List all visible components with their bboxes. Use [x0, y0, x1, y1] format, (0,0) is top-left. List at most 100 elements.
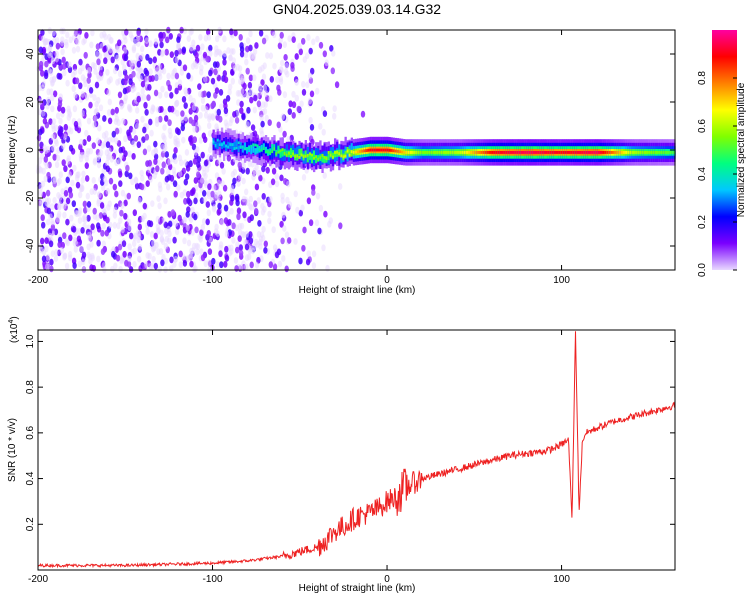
- spectrogram-cell: [148, 118, 153, 126]
- spectrogram-cell: [322, 172, 327, 179]
- spectrogram-cell: [302, 226, 307, 234]
- spectrogram-cell: [242, 82, 247, 90]
- spectrogram-cell: [199, 176, 205, 184]
- spectrogram-cell: [238, 249, 244, 257]
- snr-y-label: SNR (10 * v/v): [7, 418, 18, 482]
- spectrogram-cell: [307, 72, 313, 80]
- spectrogram-cell: [167, 237, 172, 245]
- spectrogram-cell: [173, 220, 179, 227]
- spectrogram-ridge-cell: [252, 146, 255, 153]
- spectrogram-cell: [318, 123, 323, 130]
- spectrogram-cell: [204, 106, 209, 113]
- spectrogram-cell: [259, 127, 264, 134]
- spectrogram-ridge-cell: [543, 151, 546, 154]
- spectrogram-cell: [186, 239, 192, 247]
- spectrogram-cell: [196, 171, 201, 179]
- spectrogram-cell: [131, 59, 137, 67]
- spectrogram-cell: [291, 101, 297, 109]
- spectrogram-ridge-cell: [317, 148, 320, 161]
- spectrogram-cell: [118, 265, 123, 273]
- spectrogram-cell: [203, 260, 208, 268]
- spectrogram-cell: [170, 72, 175, 80]
- spectrogram-cell: [54, 50, 59, 58]
- spectrogram-cell: [237, 235, 242, 243]
- spectrogram-cell: [53, 255, 59, 262]
- spectrogram-cell: [265, 166, 270, 174]
- spectrogram-ridge-cell: [449, 151, 452, 154]
- spectrogram-ridge-cell: [260, 144, 263, 152]
- spectrogram-ridge-cell: [558, 151, 561, 154]
- spectrogram-cell: [41, 221, 46, 229]
- spectrogram-cell: [232, 168, 238, 176]
- spectrogram-cell: [38, 60, 44, 68]
- spectrogram-cell: [60, 36, 65, 44]
- spectrogram-cell: [218, 250, 223, 258]
- spectrogram-cell: [251, 52, 257, 60]
- spectrogram-cell: [116, 46, 121, 53]
- spectrogram-cell: [102, 115, 107, 122]
- spectrogram-cell: [334, 81, 340, 89]
- spectrogram-ridge-cell: [271, 144, 274, 151]
- spectrogram-cell: [218, 115, 223, 123]
- spectrogram-ridge-cell: [595, 151, 599, 154]
- spectrogram-cell: [95, 214, 100, 222]
- spectrogram-cell: [145, 252, 150, 259]
- spectrogram-cell: [86, 135, 92, 142]
- spectrogram-cell: [286, 180, 291, 188]
- spectrogram-cell: [135, 52, 140, 60]
- spectrogram-cell: [122, 47, 128, 54]
- spectrogram-cell: [246, 253, 252, 261]
- spectrogram-cell: [59, 132, 64, 140]
- spectrogram-cell: [105, 141, 111, 149]
- spectrogram-cell: [149, 107, 155, 115]
- spectrogram-cell: [62, 211, 67, 219]
- spectrogram-cell: [79, 138, 84, 146]
- spectrogram-cell: [239, 46, 245, 53]
- spectrogram-cell: [112, 221, 118, 229]
- spectrogram-ridge-cell: [426, 151, 429, 154]
- spectrogram-ridge-cell: [235, 139, 238, 147]
- spectrogram-cell: [166, 168, 171, 176]
- spectrogram-cell: [128, 78, 133, 86]
- spectrogram-cell: [222, 58, 227, 66]
- spectrogram-ridge-cell: [231, 145, 234, 152]
- spectrogram-cell: [203, 172, 208, 180]
- spectrogram-cell: [86, 243, 91, 251]
- spectrogram-cell: [239, 263, 244, 271]
- spectrogram-ridge-cell: [252, 143, 255, 147]
- spectrogram-x-tick-label: 0: [384, 275, 390, 286]
- spectrogram-cell: [248, 74, 254, 82]
- spectrogram-cell: [280, 59, 285, 67]
- spectrogram-ridge-cell: [650, 151, 653, 154]
- colorbar-tick-label: 0.0: [697, 263, 708, 277]
- spectrogram-ridge-cell: [365, 149, 368, 152]
- spectrogram-cell: [280, 237, 285, 245]
- spectrogram-cell: [191, 119, 196, 127]
- spectrogram-cell: [270, 178, 276, 186]
- colorbar-label: Normalized spectral amplitude: [736, 82, 747, 217]
- spectrogram-cell: [71, 71, 76, 79]
- spectrogram-cell: [116, 222, 121, 230]
- spectrogram-cell: [118, 170, 123, 178]
- spectrogram-cell: [151, 255, 156, 263]
- spectrogram-ridge-cell: [212, 140, 215, 144]
- spectrogram-cell: [191, 104, 197, 111]
- spectrogram-cell: [175, 127, 180, 135]
- spectrogram-cell: [73, 245, 79, 253]
- spectrogram-ridge-cell: [315, 155, 318, 158]
- spectrogram-ridge-cell: [243, 147, 247, 151]
- spectrogram-ridge-cell: [600, 151, 603, 154]
- spectrogram-cell: [235, 109, 240, 117]
- spectrogram-cell: [87, 231, 92, 239]
- spectrogram-cell: [186, 35, 191, 42]
- spectrogram-cell: [110, 56, 115, 64]
- spectrogram-cell: [164, 91, 169, 98]
- spectrogram-ridge-cell: [262, 147, 266, 150]
- spectrogram-cell: [66, 114, 72, 121]
- spectrogram-cell: [234, 193, 240, 201]
- snr-y-tick-label: 0.6: [25, 425, 36, 439]
- spectrogram-cell: [206, 192, 211, 200]
- spectrogram-cell: [230, 77, 235, 85]
- spectrogram-cell: [256, 100, 262, 108]
